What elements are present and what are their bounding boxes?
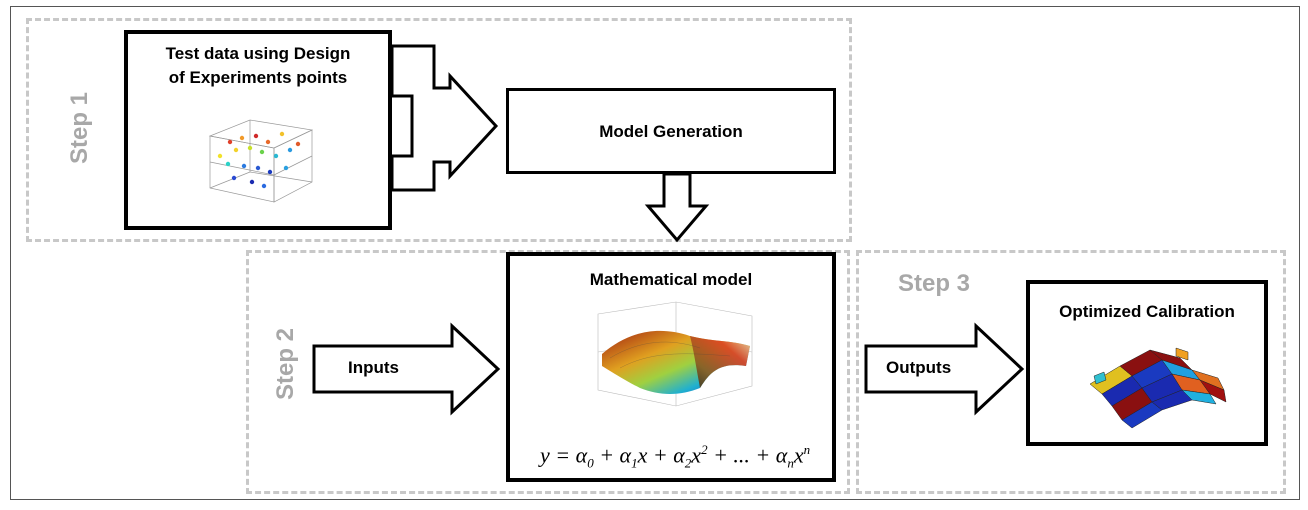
test-data-box: Test data using Design of Experiments po… (124, 30, 392, 230)
polynomial-equation: y = α0 + α1x + α2x2 + ... + αnxn (540, 442, 811, 471)
inputs-label: Inputs (348, 358, 399, 377)
inputs-arrow (312, 322, 501, 416)
arrow-model-to-math (644, 172, 710, 243)
outputs-arrow (864, 322, 1025, 416)
model-generation-label: Model Generation (599, 122, 743, 141)
mathematical-model-label: Mathematical model (589, 270, 753, 289)
outputs-label: Outputs (886, 358, 952, 377)
calibration-map-plot (1089, 347, 1227, 429)
arrow-test-to-model (390, 44, 499, 192)
step1-label: Step 1 (66, 91, 94, 165)
optimized-calibration-box: Optimized Calibration (1026, 280, 1268, 446)
step2-label: Step 2 (272, 327, 300, 401)
model-generation-box: Model Generation (506, 88, 836, 174)
step3-region (856, 250, 1286, 494)
test-data-label-line2: of Experiments points (168, 68, 348, 87)
response-surface-plot (597, 301, 753, 407)
doe-scatter-plot (208, 119, 314, 203)
step1-region (26, 18, 852, 242)
step3-label: Step 3 (898, 270, 971, 297)
optimized-calibration-label: Optimized Calibration (1059, 302, 1235, 321)
mathematical-model-box: Mathematical model (506, 252, 836, 482)
test-data-label-line1: Test data using Design (165, 44, 351, 63)
step2-region (246, 250, 850, 494)
